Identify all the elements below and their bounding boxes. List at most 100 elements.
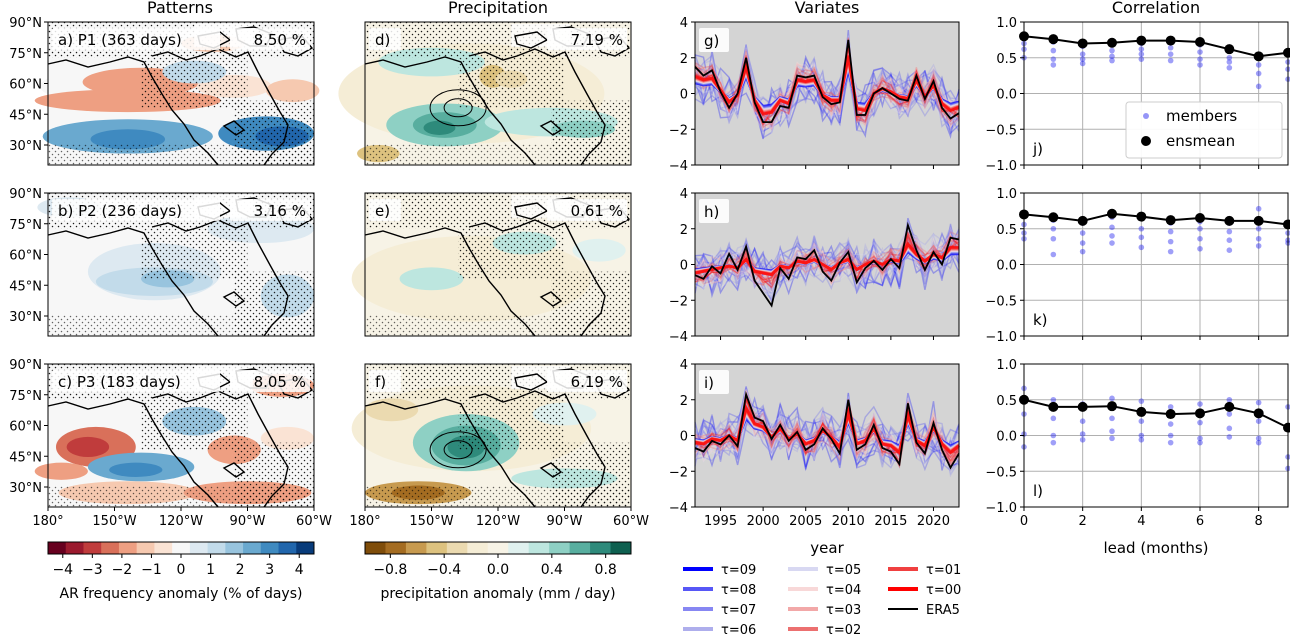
percentage-box [230, 370, 310, 392]
anomaly-region [109, 462, 163, 477]
correlation-panel-1: 1.0 0.5 0.0 −0.5 −1.0 j) members ensmean [985, 16, 1290, 174]
member-point [1255, 418, 1262, 425]
y-tick-label: −4 [669, 159, 688, 174]
member-point [1197, 439, 1203, 446]
y-tick-label: 0.5 [996, 52, 1017, 67]
member-point [1167, 248, 1174, 255]
lon-tick-label: 120°W [476, 514, 520, 529]
panel-label-box [52, 199, 220, 221]
ensmean-point [1077, 215, 1088, 226]
colorbar-tick-label: 0.0 [487, 562, 509, 578]
coastline [514, 31, 549, 49]
stippling [365, 143, 631, 165]
member-point [1255, 435, 1262, 442]
y-tick-label: 0.5 [996, 394, 1017, 409]
y-tick-label: −1.0 [985, 159, 1017, 174]
member-point [1138, 398, 1145, 404]
lat-tick-label: 75°N [9, 218, 42, 233]
member-point [1050, 56, 1057, 62]
member-point [1138, 244, 1145, 251]
colorbar-segment [154, 542, 173, 554]
coastline [364, 398, 536, 508]
member-point [1255, 62, 1262, 68]
colorbar-tick-label: −4 [52, 562, 73, 578]
y-tick-label: −0.5 [985, 294, 1017, 309]
member-point [1050, 415, 1057, 422]
colorbar-segment [528, 542, 550, 554]
members-label: members [1166, 107, 1237, 125]
ensmean-point [1195, 213, 1205, 224]
ensmean-point [1224, 215, 1235, 226]
member-line [694, 231, 960, 285]
tau-legend-item: τ=02 [788, 623, 861, 638]
colorbar-tick-label: 0 [177, 562, 186, 578]
ensmean-point [1165, 35, 1176, 46]
y-tick-label: −4 [669, 501, 688, 516]
colorbar-tick-label: 0.8 [595, 562, 617, 578]
lon-tick-label: 90°W [547, 514, 583, 529]
coastline [539, 291, 563, 307]
colorbar-segment [225, 542, 244, 554]
y-tick-label: 0 [680, 430, 688, 445]
member-point [1079, 436, 1086, 443]
ensmean-line [1023, 398, 1289, 429]
coastline [468, 48, 606, 166]
member-line [694, 236, 960, 282]
x-tick-label: 2005 [789, 514, 822, 529]
variates-panel-3: 4 2 0 −2 −4 1995 2000 2005 2010 2015 2020 i) [669, 358, 960, 529]
anomaly-region [365, 398, 419, 422]
member-point [1050, 235, 1057, 242]
anomaly-region [399, 267, 464, 291]
y-tick-label: 0 [680, 88, 688, 103]
colorbar-tick-label: 0.4 [541, 562, 563, 578]
member-point [1197, 419, 1203, 426]
panel-label: b) P2 (236 days) [58, 202, 182, 220]
panel-label: d) [375, 31, 390, 49]
lon-tick-label: 180° [32, 514, 63, 529]
panel-label: g) [704, 32, 719, 50]
colorbar-segment [136, 542, 155, 554]
panel-label: j) [1032, 140, 1043, 158]
percentage-box [547, 370, 627, 392]
stippling [48, 314, 314, 336]
column-title-patterns: Patterns [147, 0, 213, 17]
member-point [1226, 228, 1233, 235]
coastline [364, 56, 536, 166]
member-point [1109, 395, 1115, 402]
x-tick-label: 2015 [874, 514, 907, 529]
era5-line [694, 221, 960, 308]
member-point [1226, 64, 1233, 71]
column-title-correlation: Correlation [1112, 0, 1200, 17]
panel-label-box [1028, 137, 1052, 159]
ensmean-point [1048, 34, 1059, 45]
member-point [1167, 44, 1174, 51]
y-tick-label: 4 [680, 187, 688, 202]
legend-label: τ=03 [826, 603, 861, 618]
panel-label-box [699, 28, 729, 52]
lon-tick-label: 60°W [613, 514, 649, 529]
colorbar-segment [569, 542, 591, 554]
legend-label: τ=02 [826, 623, 861, 638]
ensmean-point [1136, 35, 1147, 46]
lat-tick-label: 45°N [9, 279, 42, 294]
ensmean-point [1048, 212, 1059, 223]
legend-box [1125, 101, 1283, 159]
coastline [222, 462, 246, 478]
member-point [1079, 418, 1086, 425]
panel-label: l) [1033, 482, 1043, 500]
era5-line [694, 39, 960, 123]
tau-legend-item: τ=05 [788, 563, 861, 578]
tau-legend-item: τ=01 [888, 563, 961, 578]
variance-percentage: 0.61 % [571, 202, 623, 220]
stippling [141, 57, 248, 108]
y-tick-label: −1.0 [985, 501, 1017, 516]
member-point [1050, 396, 1057, 403]
member-point [1079, 230, 1086, 236]
y-tick-label: 1.0 [996, 358, 1017, 373]
correlation-panels: 1.0 0.5 0.0 −0.5 −1.0 j) members ensmean 1.0 0.5 0… [985, 16, 1290, 557]
member-point [1197, 235, 1203, 242]
y-tick-label: −4 [669, 330, 688, 345]
member-point [1226, 434, 1233, 440]
member-point [1138, 225, 1145, 232]
era5-line [694, 390, 960, 470]
